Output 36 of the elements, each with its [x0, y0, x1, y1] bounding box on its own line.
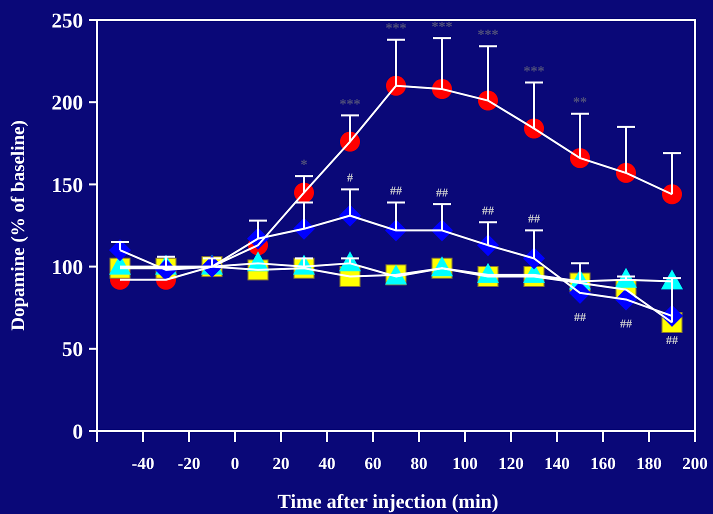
y-tick-label: 250 [52, 8, 83, 32]
x-axis-title: Time after injection (min) [278, 491, 498, 513]
x-tick-label: 140 [544, 454, 570, 473]
y-tick-label: 0 [72, 419, 83, 444]
annotation: *** [386, 22, 406, 37]
x-tick-label: 80 [410, 454, 428, 473]
x-tick-label: 40 [318, 454, 336, 473]
annotation: ## [436, 185, 448, 200]
annotation: *** [524, 64, 544, 80]
y-tick-label: 100 [52, 254, 83, 279]
x-tick-label: 100 [452, 454, 478, 473]
annotation: *** [478, 28, 498, 44]
x-tick-label: -40 [132, 454, 154, 473]
y-tick-label: 50 [62, 337, 83, 362]
annotation: ** [573, 96, 587, 111]
annotation: ## [528, 212, 540, 226]
x-tick-label: 0 [230, 454, 240, 473]
y-axis-title: Dopamine (% of baseline) [8, 120, 29, 331]
y-tick-label: 150 [52, 172, 83, 197]
annotation: ## [390, 184, 402, 198]
annotation: ## [574, 310, 586, 324]
x-tick-label: 120 [498, 454, 524, 473]
annotation: *** [432, 20, 452, 35]
x-tick-label: 180 [636, 454, 662, 473]
x-tick-label: -20 [178, 454, 200, 473]
x-tick-label: 160 [590, 454, 616, 473]
y-tick-label: 200 [52, 90, 83, 115]
annotation: ## [666, 333, 678, 348]
x-tick-label: 20 [272, 454, 290, 473]
annotation: *** [340, 97, 360, 112]
x-tick-label: 60 [364, 454, 382, 473]
annotation: # [347, 170, 353, 185]
x-tick-label: 200 [682, 454, 708, 473]
annotation: ## [482, 203, 494, 218]
annotation: * [300, 158, 308, 174]
annotation: ## [620, 316, 632, 331]
